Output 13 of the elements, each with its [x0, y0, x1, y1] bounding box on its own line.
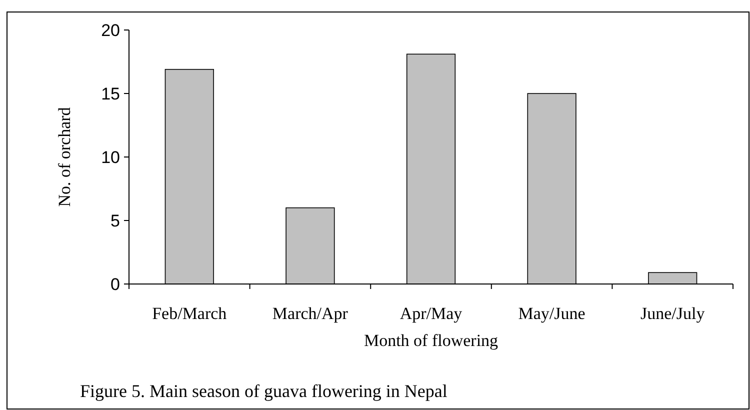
- y-tick-label: 15: [101, 84, 120, 104]
- y-tick-label: 5: [110, 211, 120, 230]
- caption: Figure 5. Main season of guava flowering in Nepal: [80, 381, 448, 401]
- x-axis-title: Month of flowering: [364, 331, 499, 350]
- x-tick-label: March/Apr: [272, 304, 348, 323]
- x-tick-label: Feb/March: [152, 304, 228, 323]
- y-tick-label: 0: [110, 274, 120, 294]
- y-tick-label: 20: [101, 20, 120, 40]
- y-axis-title: No. of orchard: [55, 106, 74, 207]
- x-tick-label: Apr/May: [400, 304, 463, 323]
- x-tick-label: June/July: [640, 304, 706, 323]
- x-tick-label: May/June: [518, 304, 586, 323]
- y-tick-label: 10: [101, 148, 120, 167]
